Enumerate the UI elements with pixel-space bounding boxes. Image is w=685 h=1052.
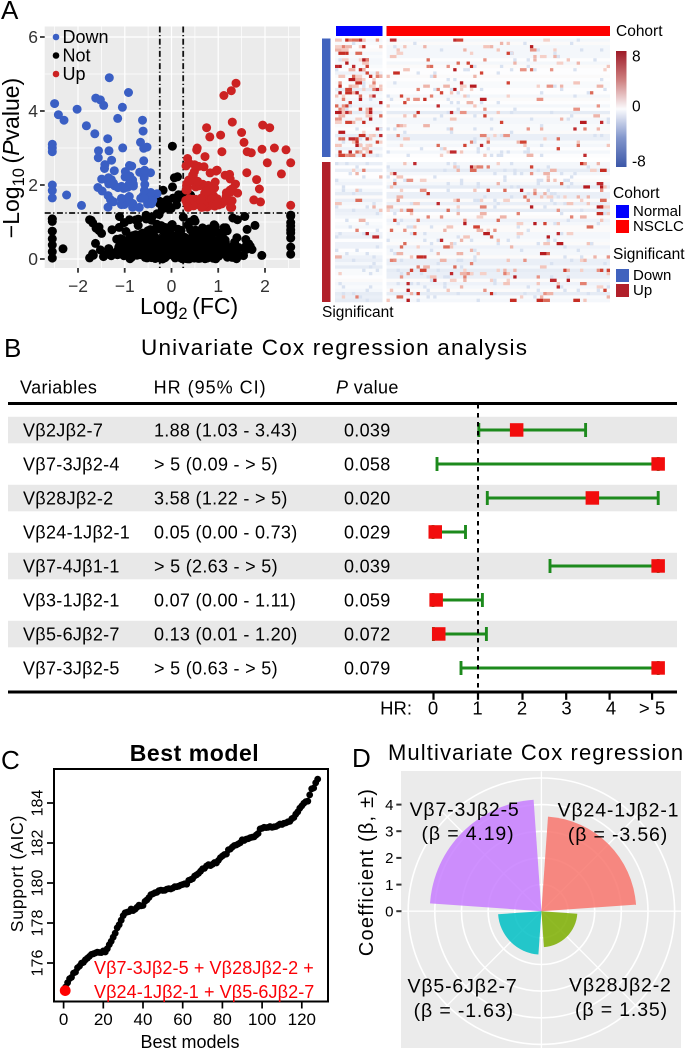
svg-text:Up: Up [63, 64, 86, 84]
svg-text:2: 2 [517, 698, 527, 719]
svg-text:0.072: 0.072 [344, 625, 391, 645]
svg-text:0.029: 0.029 [344, 523, 391, 543]
svg-text:Vβ7-3Jβ2-5: Vβ7-3Jβ2-5 [23, 659, 120, 679]
svg-text:Normal: Normal [633, 203, 681, 220]
svg-text:1: 1 [213, 276, 223, 296]
svg-text:0: 0 [59, 1010, 68, 1029]
svg-text:Vβ5-6Jβ2-7: Vβ5-6Jβ2-7 [23, 625, 120, 645]
svg-text:1: 1 [472, 698, 482, 719]
svg-text:D: D [352, 743, 371, 773]
svg-text:6: 6 [28, 27, 38, 47]
svg-text:Vβ24-1Jβ2-1: Vβ24-1Jβ2-1 [23, 523, 130, 543]
svg-text:60: 60 [173, 1010, 192, 1029]
svg-text:1.88 (1.03 - 3.43): 1.88 (1.03 - 3.43) [154, 421, 298, 441]
svg-text:0: 0 [385, 904, 393, 921]
svg-text:Vβ24-1Jβ2-1 + Vβ5-6Jβ2-7: Vβ24-1Jβ2-1 + Vβ5-6Jβ2-7 [94, 982, 314, 1002]
svg-text:176: 176 [30, 950, 47, 977]
svg-text:0.039: 0.039 [344, 421, 391, 441]
svg-text:Vβ2Jβ2-7: Vβ2Jβ2-7 [23, 421, 103, 441]
svg-text:> 5 (2.63 - > 5): > 5 (2.63 - > 5) [154, 557, 278, 577]
svg-text:3: 3 [385, 824, 393, 841]
svg-text:Vβ3-1Jβ2-1: Vβ3-1Jβ2-1 [23, 591, 120, 611]
svg-text:4: 4 [28, 101, 38, 121]
svg-text:Significant: Significant [613, 246, 685, 263]
svg-text:Not: Not [63, 46, 91, 66]
svg-text:0: 0 [428, 698, 438, 719]
svg-text:Vβ24-1Jβ2-1: Vβ24-1Jβ2-1 [558, 800, 680, 822]
svg-text:180: 180 [30, 870, 47, 897]
svg-text:B: B [4, 333, 21, 363]
svg-text:(β = 1.35): (β = 1.35) [575, 999, 668, 1021]
svg-text:P value: P value [336, 378, 399, 398]
svg-text:0.020: 0.020 [344, 489, 391, 509]
svg-text:A: A [1, 0, 19, 25]
svg-text:Coefficient (β, ±): Coefficient (β, ±) [356, 788, 378, 956]
svg-text:8: 8 [632, 49, 641, 66]
svg-text:−2: −2 [68, 276, 88, 296]
svg-text:0: 0 [632, 99, 641, 116]
svg-text:Log2 (FC): Log2 (FC) [140, 293, 238, 323]
svg-text:HR:: HR: [380, 698, 412, 719]
svg-text:HR (95% CI): HR (95% CI) [154, 378, 267, 398]
svg-text:Vβ7-3Jβ2-5: Vβ7-3Jβ2-5 [410, 799, 520, 821]
svg-text:80: 80 [213, 1010, 232, 1029]
svg-text:Multivariate Cox regression: Multivariate Cox regression [388, 740, 684, 765]
svg-text:0: 0 [28, 249, 38, 269]
svg-text:2: 2 [28, 175, 38, 195]
svg-text:Vβ7-3Jβ2-4: Vβ7-3Jβ2-4 [23, 455, 120, 475]
svg-text:4: 4 [606, 698, 616, 719]
svg-text:Vβ7-3Jβ2-5 + Vβ28Jβ2-2 +: Vβ7-3Jβ2-5 + Vβ28Jβ2-2 + [94, 958, 314, 978]
svg-text:0.079: 0.079 [344, 659, 391, 679]
svg-text:NSCLC: NSCLC [633, 218, 684, 235]
svg-text:2: 2 [385, 850, 393, 867]
svg-text:2: 2 [260, 276, 270, 296]
svg-text:-8: -8 [632, 154, 646, 171]
svg-text:Vβ5-6Jβ2-7: Vβ5-6Jβ2-7 [407, 976, 517, 998]
svg-text:1: 1 [385, 877, 393, 894]
svg-text:3.58 (1.22 - > 5): 3.58 (1.22 - > 5) [154, 489, 288, 509]
svg-text:> 5 (0.63 - > 5): > 5 (0.63 - > 5) [154, 659, 278, 679]
svg-text:(β = 4.19): (β = 4.19) [422, 823, 515, 845]
svg-text:Down: Down [63, 27, 109, 47]
svg-text:0.059: 0.059 [344, 591, 391, 611]
svg-text:0.05 (0.00 - 0.73): 0.05 (0.00 - 0.73) [154, 523, 298, 543]
svg-text:0.07 (0.00 - 1.11): 0.07 (0.00 - 1.11) [154, 591, 296, 611]
svg-text:> 5 (0.09 - > 5): > 5 (0.09 - > 5) [154, 455, 278, 475]
svg-text:120: 120 [288, 1010, 316, 1029]
svg-text:Significant: Significant [322, 304, 394, 321]
svg-text:−1: −1 [115, 276, 135, 296]
svg-text:Variables: Variables [20, 378, 97, 398]
svg-text:4: 4 [385, 797, 393, 814]
svg-text:0.058: 0.058 [344, 455, 391, 475]
svg-text:Best models: Best models [140, 1032, 239, 1052]
svg-text:178: 178 [30, 910, 47, 937]
svg-text:Support (AIC): Support (AIC) [7, 815, 27, 932]
svg-text:0.13 (0.01 - 1.20): 0.13 (0.01 - 1.20) [154, 625, 298, 645]
svg-text:0: 0 [167, 276, 177, 296]
svg-text:Vβ7-4Jβ1-1: Vβ7-4Jβ1-1 [23, 557, 120, 577]
svg-text:Up: Up [633, 282, 652, 299]
svg-text:(β = -3.56): (β = -3.56) [568, 824, 668, 846]
svg-text:Cohort: Cohort [613, 185, 660, 202]
svg-text:100: 100 [248, 1010, 276, 1029]
svg-text:Vβ28Jβ2-2: Vβ28Jβ2-2 [569, 975, 672, 997]
svg-text:Univariate Cox regression anal: Univariate Cox regression analysis [141, 335, 528, 360]
svg-text:−Log10 (Pvalue): −Log10 (Pvalue) [0, 78, 28, 238]
svg-text:(β = -1.63): (β = -1.63) [414, 1000, 514, 1022]
svg-text:40: 40 [134, 1010, 153, 1029]
svg-text:Best model: Best model [130, 740, 259, 766]
svg-text:184: 184 [30, 790, 47, 817]
svg-text:Down: Down [633, 267, 671, 284]
svg-text:0.039: 0.039 [344, 557, 391, 577]
svg-text:3: 3 [561, 698, 571, 719]
svg-text:C: C [1, 745, 20, 775]
svg-text:20: 20 [94, 1010, 113, 1029]
svg-text:Cohort: Cohort [616, 23, 663, 40]
svg-text:182: 182 [30, 830, 47, 857]
svg-text:Vβ28Jβ2-2: Vβ28Jβ2-2 [23, 489, 113, 509]
svg-text:> 5: > 5 [639, 698, 665, 719]
